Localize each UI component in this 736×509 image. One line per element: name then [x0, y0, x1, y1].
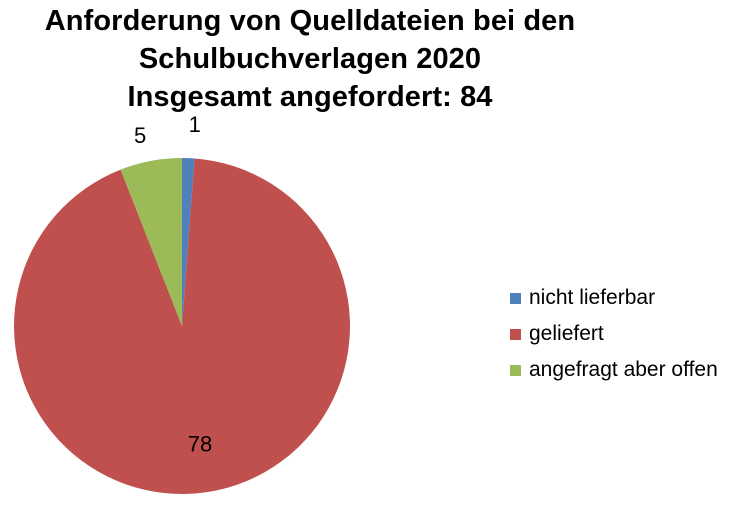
chart-title: Anforderung von Quelldateien bei den Sch…	[0, 2, 620, 116]
data-label-nicht-lieferbar: 1	[189, 112, 201, 137]
chart-title-line-2: Schulbuchverlagen 2020	[138, 43, 482, 75]
legend-swatch-geliefert	[510, 328, 521, 340]
data-label-geliefert: 78	[188, 431, 212, 456]
legend-label-nicht-lieferbar: nicht lieferbar	[529, 286, 656, 309]
legend-item-geliefert: geliefert	[510, 316, 718, 352]
legend-label-angefragt-aber-offen: angefragt aber offen	[529, 358, 718, 381]
legend-item-nicht-lieferbar: nicht lieferbar	[510, 280, 718, 316]
legend-item-angefragt-aber-offen: angefragt aber offen	[510, 352, 718, 388]
pie-slice-angefragt-aber-offen	[120, 158, 182, 326]
pie-slice-geliefert	[13, 158, 351, 494]
chart-title-line-3: Insgesamt angefordert: 84	[127, 81, 493, 113]
pie-slice-nicht-lieferbar	[182, 158, 195, 326]
legend-label-geliefert: geliefert	[529, 322, 604, 345]
data-label-angefragt-aber-offen: 5	[134, 123, 146, 148]
legend-swatch-nicht-lieferbar	[510, 292, 521, 304]
chart-title-line-1: Anforderung von Quelldateien bei den	[44, 5, 576, 37]
chart-legend: nicht lieferbar geliefert angefragt aber…	[510, 280, 718, 388]
legend-swatch-angefragt-aber-offen	[510, 364, 521, 376]
